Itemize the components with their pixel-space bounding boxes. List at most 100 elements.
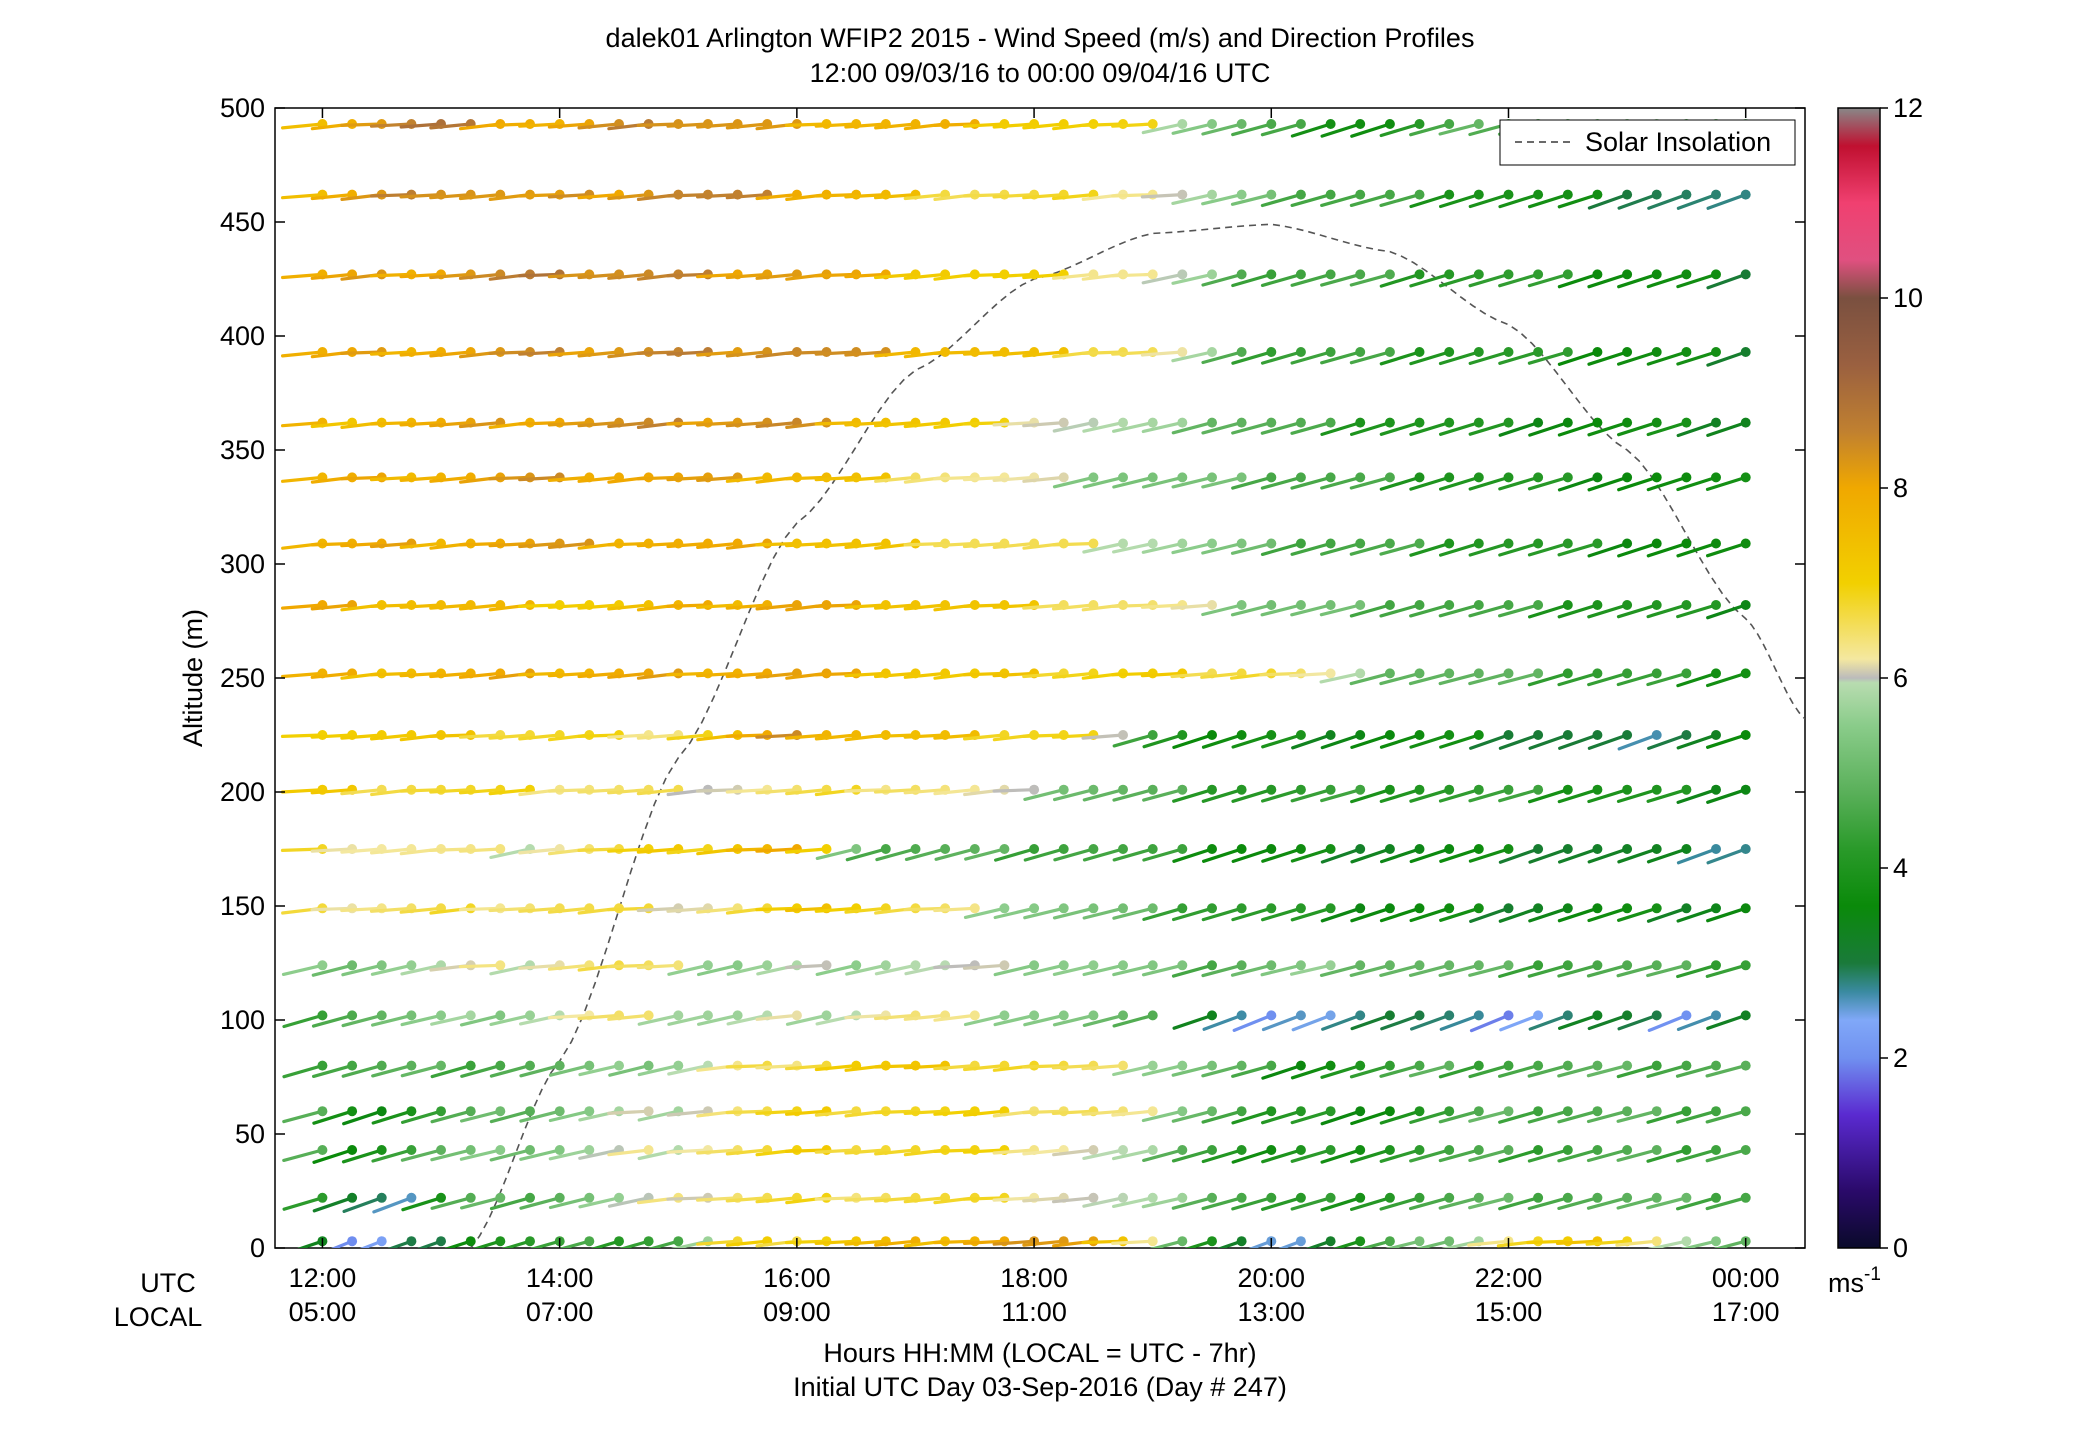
wind-barb-dot xyxy=(1622,1192,1633,1203)
wind-barb xyxy=(1468,1196,1511,1210)
wind-barb-dot xyxy=(1473,1010,1484,1021)
wind-barb-dot xyxy=(376,1010,387,1021)
wind-barb-dot xyxy=(1355,784,1366,795)
wind-barb-dot xyxy=(1118,1060,1128,1071)
wind-barb xyxy=(666,475,710,482)
wind-barb xyxy=(725,1196,769,1203)
wind-barb xyxy=(399,350,443,357)
y-tick-label: 150 xyxy=(220,891,265,921)
wind-barb-dot xyxy=(1740,784,1751,795)
wind-barb-dot xyxy=(1562,1106,1573,1117)
wind-barb-dot xyxy=(1622,1145,1633,1155)
wind-barb xyxy=(1201,475,1244,489)
wind-barb-dot xyxy=(465,1236,476,1247)
wind-barb-dot xyxy=(1266,538,1277,549)
wind-barb-dot xyxy=(1325,538,1336,549)
wind-barb xyxy=(1557,671,1600,687)
wind-barb xyxy=(547,272,591,279)
wind-barb-dot xyxy=(1622,472,1633,483)
wind-barb-dot xyxy=(1681,1192,1692,1203)
wind-barb xyxy=(666,421,710,426)
wind-barb xyxy=(1438,475,1481,491)
wind-barb xyxy=(281,671,324,679)
wind-barb-dot xyxy=(1562,347,1573,357)
wind-barb-dot xyxy=(1740,600,1751,610)
wind-row xyxy=(281,347,1751,367)
wind-barb-dot xyxy=(1503,844,1514,854)
wind-barb-dot xyxy=(702,1010,713,1021)
wind-barb-dot xyxy=(1414,347,1425,357)
wind-barb-dot xyxy=(1651,960,1662,971)
wind-barb-dot xyxy=(643,1145,654,1155)
wind-barb xyxy=(1557,475,1600,492)
wind-barb-dot xyxy=(1295,538,1306,549)
wind-barb xyxy=(1587,788,1629,804)
x-tick-label-utc: 00:00 xyxy=(1712,1263,1780,1293)
wind-barb xyxy=(399,541,443,550)
wind-barb xyxy=(1468,847,1511,863)
wind-barb-dot xyxy=(1058,417,1069,428)
wind-barb xyxy=(1111,350,1155,356)
wind-barb xyxy=(399,421,443,427)
wind-barb xyxy=(933,1239,977,1245)
wind-barb xyxy=(1706,906,1748,923)
wind-barb-dot xyxy=(1473,472,1484,483)
wind-barb-dot xyxy=(1088,903,1099,914)
wind-row xyxy=(281,472,1751,492)
wind-barb-dot xyxy=(347,1106,358,1117)
wind-barb xyxy=(844,475,888,482)
wind-barb-dot xyxy=(1681,668,1692,679)
wind-barb-dot xyxy=(1711,844,1721,854)
wind-barb xyxy=(1290,193,1333,207)
wind-barb-dot xyxy=(1355,269,1366,280)
wind-barb xyxy=(1438,1109,1481,1124)
wind-barb xyxy=(933,1148,977,1154)
wind-barb xyxy=(1587,603,1629,619)
wind-barb-dot xyxy=(1740,844,1751,854)
wind-barb xyxy=(547,350,591,357)
wind-barb-dot xyxy=(1562,417,1573,428)
wind-barb-dot xyxy=(436,1236,446,1247)
wind-barb xyxy=(1646,1063,1689,1079)
wind-barb xyxy=(1409,1109,1451,1125)
wind-barb xyxy=(577,193,621,200)
wind-barb-dot xyxy=(1740,960,1751,971)
wind-barb-dot xyxy=(525,1010,535,1021)
wind-barb-dot xyxy=(406,1010,417,1021)
wind-barb-dot xyxy=(1414,417,1425,428)
wind-barb xyxy=(755,1063,799,1070)
wind-barb-dot xyxy=(1651,903,1662,914)
wind-barb-dot xyxy=(1266,189,1277,200)
wind-barb xyxy=(1248,1239,1273,1248)
wind-barb-dot xyxy=(1414,668,1425,679)
wind-barb-dot xyxy=(1088,1010,1099,1021)
wind-barb-dot xyxy=(1236,1192,1247,1203)
wind-barb-dot xyxy=(1622,668,1633,679)
wind-barb-dot xyxy=(1473,1145,1484,1155)
wind-barb xyxy=(844,671,888,678)
wind-barb-dot xyxy=(1266,600,1277,610)
wind-barb xyxy=(1112,475,1155,489)
wind-barb-dot xyxy=(1147,119,1158,129)
wind-barb-dot xyxy=(1266,784,1277,795)
wind-barb xyxy=(1586,963,1629,978)
wind-barb xyxy=(1216,1239,1244,1248)
x-tick-label-utc: 16:00 xyxy=(763,1263,831,1293)
wind-barb-dot xyxy=(910,844,921,854)
wind-barb-dot xyxy=(1295,903,1306,914)
wind-barb xyxy=(1320,1109,1362,1126)
wind-barb-dot xyxy=(376,1106,387,1117)
wind-barb xyxy=(1022,350,1066,358)
wind-barb xyxy=(695,788,740,793)
wind-barb xyxy=(1706,847,1748,865)
wind-barb xyxy=(1379,1109,1422,1125)
wind-barb-dot xyxy=(1592,417,1603,428)
wind-barb-dot xyxy=(1592,472,1603,483)
wind-barb xyxy=(1023,847,1066,862)
wind-barb xyxy=(1022,1148,1066,1156)
wind-barb xyxy=(875,847,918,862)
wind-barb xyxy=(577,671,621,679)
wind-barb xyxy=(430,1013,473,1026)
wind-barb-dot xyxy=(1325,347,1336,357)
wind-barb-dot xyxy=(1444,119,1455,129)
